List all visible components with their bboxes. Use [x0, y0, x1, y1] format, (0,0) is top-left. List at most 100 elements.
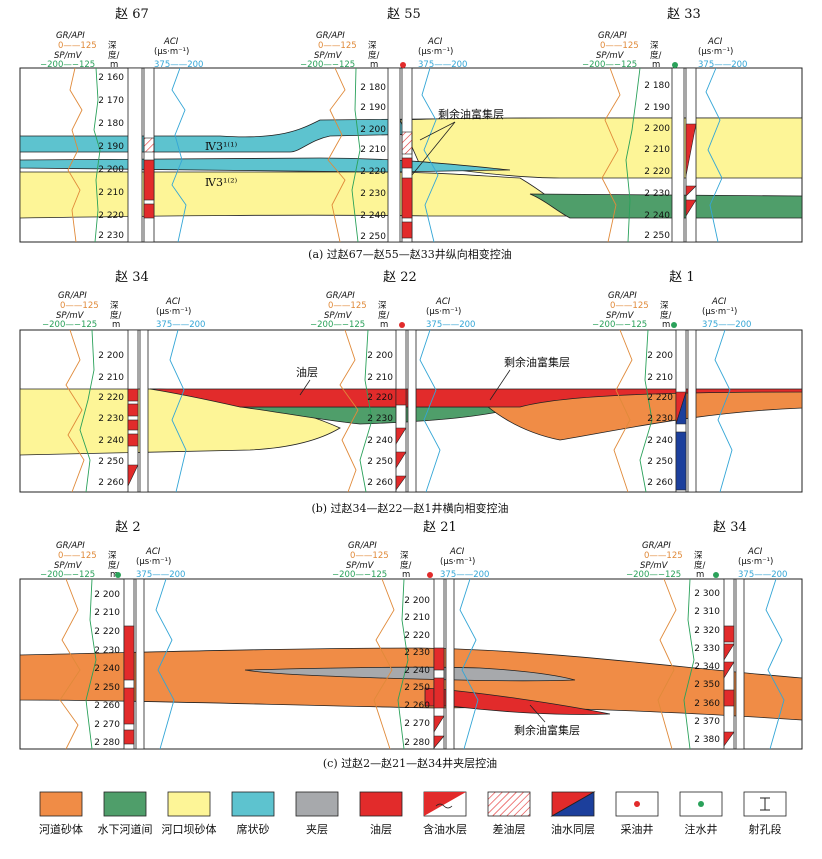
svg-text:2 240: 2 240: [360, 211, 386, 221]
svg-text:注水井: 注水井: [685, 822, 718, 836]
svg-text:2 380: 2 380: [694, 735, 720, 745]
log-header: GR/API 0——125 SP/mV −200—−125 深 度/ m ACI…: [626, 541, 787, 580]
svg-text:2 210: 2 210: [647, 373, 673, 383]
well-markers: [115, 62, 719, 578]
svg-text:m: m: [370, 60, 378, 70]
svg-text:2 210: 2 210: [404, 613, 430, 623]
log-headers: GR/API 0——125 SP/mV −200—−125 深 度/ m ACI…: [40, 31, 787, 580]
svg-text:ACI: ACI: [435, 297, 451, 307]
svg-text:赵 33: 赵 33: [667, 7, 701, 22]
svg-text:采油井: 采油井: [621, 822, 654, 836]
well-b3: [675, 329, 697, 493]
producer-marker: [427, 572, 433, 578]
svg-text:2 260: 2 260: [367, 478, 393, 488]
svg-text:2 220: 2 220: [647, 393, 673, 403]
svg-text:2 250: 2 250: [98, 457, 124, 467]
svg-text:2 160: 2 160: [98, 73, 124, 83]
injector-marker: [672, 62, 678, 68]
sp-curve-b3: [639, 329, 653, 493]
sp-curve-a1: [93, 67, 101, 243]
svg-text:ACI: ACI: [163, 37, 179, 47]
svg-text:ACI: ACI: [145, 547, 161, 557]
svg-text:GR/API: GR/API: [326, 291, 355, 301]
svg-text:2 230: 2 230: [98, 231, 124, 241]
legend-item: 河道砂体: [39, 791, 83, 836]
svg-text:−200—−125: −200—−125: [332, 570, 387, 580]
log-header: GR/API 0——125 SP/mV −200—−125 深 度/ m ACI…: [300, 31, 467, 70]
panel-c: 2 200 2 210 2 220 2 230 2 240 2 250 2 26…: [19, 578, 803, 770]
svg-text:m: m: [696, 570, 704, 580]
svg-text:度/: 度/: [694, 560, 706, 571]
interchannel-b: [239, 406, 521, 425]
interlayer-c: [244, 666, 576, 682]
svg-text:SP/mV: SP/mV: [56, 311, 85, 321]
producer-marker: [399, 322, 405, 328]
svg-text:−200—−125: −200—−125: [626, 570, 681, 580]
svg-text:0——125: 0——125: [600, 41, 639, 51]
remaining-oil-label-c: 剩余油富集层: [514, 723, 580, 737]
svg-text:(μs·m⁻¹): (μs·m⁻¹): [426, 307, 461, 317]
svg-text:GR/API: GR/API: [58, 291, 87, 301]
sp-curve-c2: [397, 578, 409, 750]
gr-curve-b3: [613, 329, 633, 493]
sp-curve-a2: [351, 67, 361, 243]
svg-text:2 300: 2 300: [694, 589, 720, 599]
svg-text:深: 深: [108, 551, 117, 561]
svg-text:赵 55: 赵 55: [387, 7, 421, 22]
svg-text:(μs·m⁻¹): (μs·m⁻¹): [738, 557, 773, 567]
svg-text:油水同层: 油水同层: [551, 822, 595, 836]
svg-text:射孔段: 射孔段: [749, 822, 782, 836]
well-c1: [123, 578, 145, 750]
svg-text:2 210: 2 210: [644, 145, 670, 155]
gr-curve-b2: [339, 329, 359, 493]
sp-curve-b1: [79, 329, 95, 493]
svg-text:ACI: ACI: [711, 297, 727, 307]
svg-text:2 340: 2 340: [694, 662, 720, 672]
svg-text:2 220: 2 220: [360, 167, 386, 177]
oil-layer-c: [424, 687, 611, 715]
interchannel: [529, 193, 803, 219]
svg-text:赵 34: 赵 34: [713, 520, 747, 535]
svg-text:2 230: 2 230: [367, 414, 393, 424]
svg-text:2 210: 2 210: [98, 373, 124, 383]
svg-text:375——200: 375——200: [698, 60, 747, 70]
svg-text:度/: 度/: [378, 310, 390, 321]
svg-text:m: m: [112, 320, 120, 330]
svg-text:2 250: 2 250: [367, 457, 393, 467]
svg-text:−200—−125: −200—−125: [592, 320, 647, 330]
svg-text:375——200: 375——200: [426, 320, 475, 330]
caption-a: (a) 过赵67—赵55—赵33井纵向相变控油: [308, 247, 512, 261]
svg-text:2 240: 2 240: [98, 436, 124, 446]
svg-text:度/: 度/: [108, 50, 120, 61]
svg-text:2 180: 2 180: [98, 119, 124, 129]
svg-text:深: 深: [400, 551, 409, 561]
ac-curve-b2: [419, 329, 441, 493]
svg-text:深: 深: [110, 301, 119, 311]
svg-text:赵 1: 赵 1: [669, 270, 694, 285]
svg-text:2 200: 2 200: [647, 351, 673, 361]
svg-text:2 240: 2 240: [644, 211, 670, 221]
gr-curve-c1: [59, 578, 81, 750]
svg-text:0——125: 0——125: [610, 301, 649, 311]
svg-text:m: m: [662, 320, 670, 330]
svg-text:2 220: 2 220: [98, 393, 124, 403]
svg-text:2 260: 2 260: [98, 478, 124, 488]
unit-label-1: Ⅳ3¹⁽¹⁾: [205, 140, 238, 153]
svg-text:2 240: 2 240: [367, 436, 393, 446]
ac-curve-a3: [705, 67, 723, 243]
ac-curve-b1: [169, 329, 187, 493]
sp-curve-c1: [85, 578, 97, 750]
svg-text:−200—−125: −200—−125: [40, 570, 95, 580]
ac-curve-a1: [171, 67, 187, 243]
channel-c: [19, 647, 803, 721]
svg-text:2 170: 2 170: [98, 96, 124, 106]
svg-text:2 260: 2 260: [94, 701, 120, 711]
ac-curve-c3: [765, 578, 785, 750]
svg-text:m: m: [652, 60, 660, 70]
svg-text:(μs·m⁻¹): (μs·m⁻¹): [156, 307, 191, 317]
gr-curve-a1: [67, 67, 83, 243]
svg-text:2 200: 2 200: [404, 596, 430, 606]
svg-text:2 350: 2 350: [694, 680, 720, 690]
svg-text:深: 深: [378, 301, 387, 311]
svg-text:2 250: 2 250: [647, 457, 673, 467]
